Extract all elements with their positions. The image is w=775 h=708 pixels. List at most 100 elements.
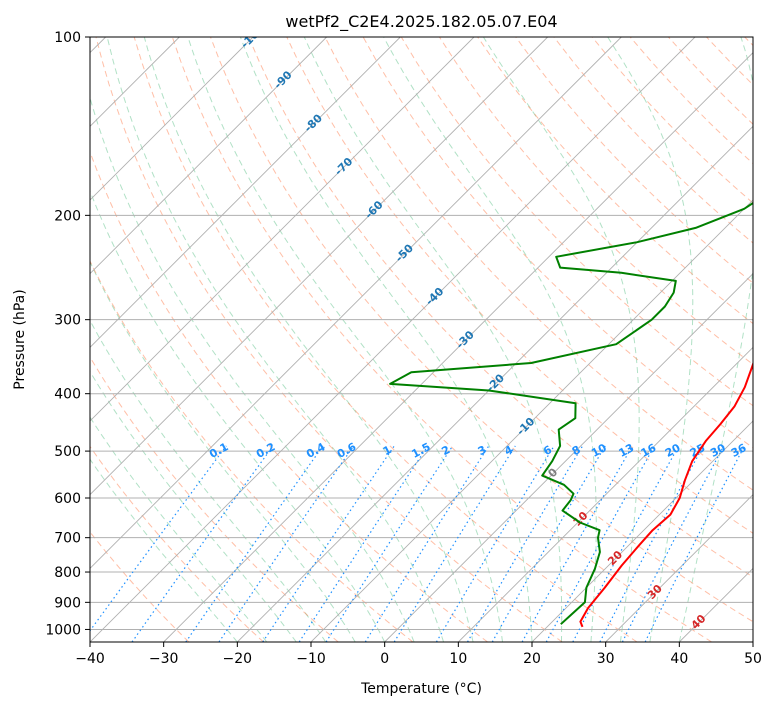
mixing-ratio-line [466, 445, 584, 642]
dry-adiabat-line [171, 37, 712, 642]
mixing-ratio-label: 0.1 [207, 440, 230, 461]
isotherm-line [605, 494, 753, 642]
mixing-ratio-label: 3 [476, 443, 489, 458]
mixing-ratio-line [491, 445, 606, 642]
mixing-ratio-line [131, 445, 274, 642]
temperature-line [579, 361, 753, 628]
dewpoint-line [389, 201, 753, 625]
x-tick-label: 10 [449, 651, 467, 667]
dry-adiabat-line [90, 531, 190, 642]
mixing-ratio-line [393, 445, 516, 642]
dry-adiabat-line [286, 37, 753, 534]
mixing-ratio-label: 36 [729, 441, 749, 460]
y-tick-label: 800 [54, 565, 81, 581]
moist-adiabat-line [303, 37, 563, 642]
x-tick-label: −10 [296, 651, 326, 667]
mixing-ratio-label: 1.5 [409, 440, 432, 461]
mixing-ratio-line [90, 445, 227, 632]
x-tick-label: 0 [380, 651, 389, 667]
mixing-ratio-line [298, 445, 429, 642]
dry-adiabat-line [706, 37, 753, 86]
chart-title: wetPf2_C2E4.2025.182.05.07.E04 [285, 12, 557, 32]
isotherm-label: -30 [453, 328, 476, 351]
isotherm-line [90, 37, 327, 275]
isotherm-line [237, 125, 753, 642]
isotherm-line [310, 199, 753, 642]
mixing-ratio-lines [90, 445, 746, 642]
moist-adiabat-line [383, 37, 597, 642]
mixing-ratio-label: 0.4 [304, 440, 328, 461]
x-tick-label: 40 [670, 651, 688, 667]
x-axis: −40 −30 −20 −10 0 10 20 30 40 50 [75, 642, 762, 667]
mixing-ratio-line [364, 445, 490, 642]
y-tick-label: 600 [54, 491, 81, 507]
isotherm-label: -50 [393, 241, 416, 264]
isotherm-line [163, 52, 753, 642]
mixing-ratio-label: 0.6 [335, 440, 359, 461]
mixing-ratio-line [218, 445, 355, 642]
moist-adiabat-line [482, 37, 640, 642]
moist-adiabat-line [143, 37, 474, 642]
y-tick-label: 200 [54, 208, 81, 224]
y-tick-label: 1000 [45, 622, 81, 638]
moist-adiabat-line [90, 260, 356, 642]
y-tick-label: 300 [54, 313, 81, 329]
dry-adiabat-line [744, 37, 753, 47]
mixing-ratio-line [572, 445, 680, 642]
moist-adiabat-line [90, 458, 238, 642]
dry-adiabat-line [133, 37, 638, 642]
y-tick-label: 500 [54, 444, 81, 460]
y-axis: 100 200 300 400 500 600 700 800 900 1000 [45, 30, 90, 638]
moist-adiabat-line [607, 37, 694, 642]
isotherm-label: -10 [514, 415, 537, 438]
dry-adiabat-line [248, 37, 753, 578]
isotherm-line [679, 567, 753, 642]
plot-frame [89, 36, 754, 643]
y-tick-label: 400 [54, 387, 81, 403]
plot-area: -100-90-80-70-60-50-40-30-20-10010203040… [90, 37, 753, 642]
mixing-ratio-label: 30 [708, 441, 728, 460]
isotherm-label: -80 [302, 111, 325, 134]
isotherm-line [531, 420, 753, 642]
x-tick-label: 50 [744, 651, 762, 667]
isotherm-line [752, 641, 753, 642]
mixing-ratio-line [644, 445, 746, 642]
isotherm-line [90, 37, 475, 422]
x-tick-label: −40 [75, 651, 105, 667]
isotherm-line [90, 37, 401, 348]
x-axis-label: Temperature (°C) [360, 681, 482, 697]
mixing-ratio-label: 16 [639, 441, 659, 460]
mixing-ratio-label: 4 [502, 443, 515, 458]
moist-adiabat-line [90, 370, 297, 642]
dry-adiabat-line [668, 37, 753, 125]
isotherm-label: -60 [362, 198, 385, 221]
dry-adiabat-line [90, 356, 339, 642]
mixing-ratio-label: 1 [381, 443, 394, 458]
dry-adiabat-line [90, 445, 264, 642]
grid-lines [90, 37, 753, 642]
dry-adiabat-line [438, 37, 753, 366]
isotherm-line [90, 37, 254, 201]
dry-adiabat-line [553, 37, 753, 244]
moist-adiabats [90, 37, 753, 642]
y-tick-label: 700 [54, 531, 81, 547]
dry-adiabat-line [90, 259, 414, 642]
isotherm-label: -40 [423, 285, 446, 308]
mixing-ratio-line [325, 445, 454, 642]
dry-adiabat-line [210, 37, 753, 623]
profile-series [389, 201, 753, 628]
mixing-ratio-label: 10 [589, 441, 609, 460]
moist-adiabat-line [678, 37, 753, 642]
moist-adiabat-line [106, 37, 445, 642]
isotherm-line [90, 37, 548, 496]
mixing-ratio-label: 20 [663, 441, 683, 460]
mixing-ratio-label: 6 [541, 443, 554, 458]
dry-adiabat-line [324, 37, 753, 491]
x-tick-label: 20 [523, 651, 541, 667]
isotherm-line [90, 37, 622, 569]
x-tick-label: 30 [597, 651, 615, 667]
mixing-ratio-label: 13 [617, 441, 637, 460]
dry-adiabat-line [90, 150, 488, 642]
isotherm-label: -90 [271, 68, 294, 91]
